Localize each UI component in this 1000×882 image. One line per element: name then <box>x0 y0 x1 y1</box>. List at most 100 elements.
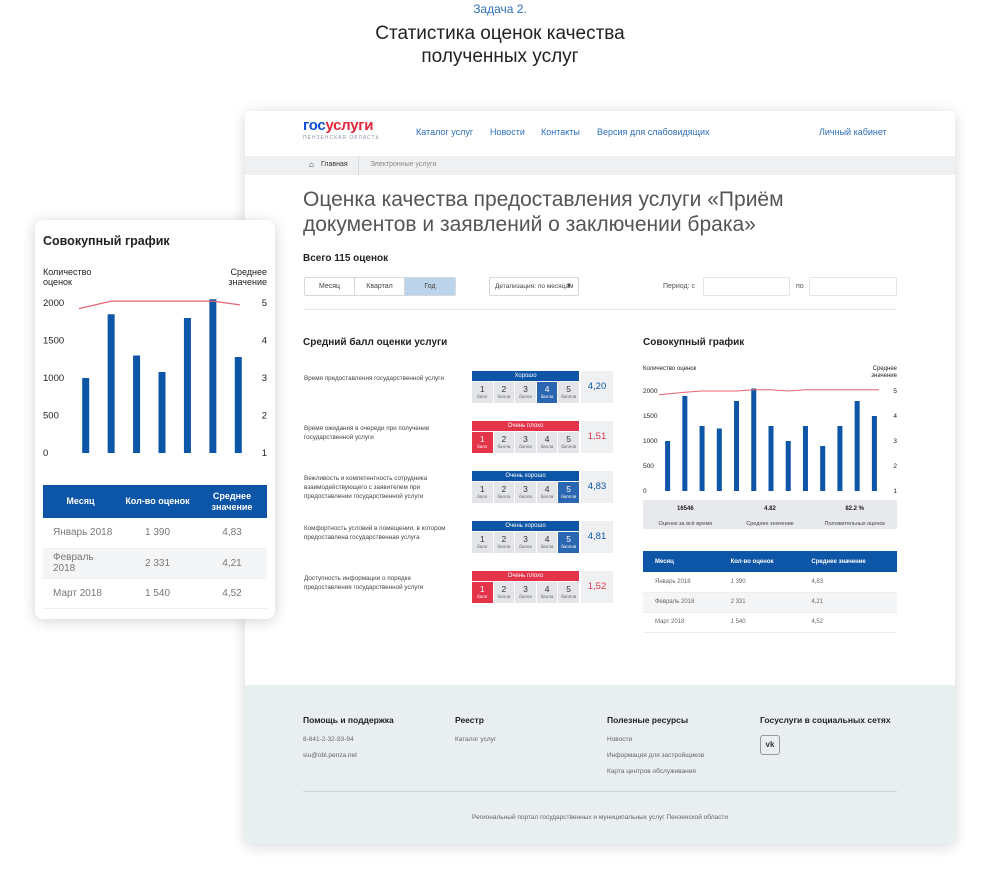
rating-cell[interactable]: 4 балла <box>536 382 558 403</box>
logo[interactable]: госуслуги <box>303 117 374 134</box>
rating-cell[interactable]: 4 балла <box>536 432 558 453</box>
y2-tick-label: 1 <box>262 448 267 459</box>
chart-bar <box>158 372 166 453</box>
table-cell: Январь 2018 <box>643 572 719 593</box>
rating-cell[interactable]: 2 балла <box>493 432 515 453</box>
tab-month[interactable]: Месяц <box>305 278 355 295</box>
rating-cell-number: 4 <box>544 584 550 594</box>
y2-tick-label: 4 <box>262 336 267 347</box>
table-cell: Февраль 2018 <box>43 548 118 579</box>
rating-cell[interactable]: 5 баллов <box>558 582 579 603</box>
table-row: Март 2018 1 540 4,52 <box>643 612 897 633</box>
tab-quarter[interactable]: Квартал <box>355 278 405 295</box>
rating-cell-word: баллов <box>561 394 577 399</box>
rating-verdict: Очень хорошо <box>472 471 579 481</box>
chart-right-label: Среднее значение <box>871 366 897 379</box>
nav-personal-cabinet[interactable]: Личный кабинет <box>819 127 887 137</box>
rating-cell-number: 5 <box>566 384 572 394</box>
rating-cell[interactable]: 3 балла <box>515 532 536 553</box>
rating-cell[interactable]: 2 балла <box>493 482 515 503</box>
monthly-table: Месяц Кол-во оценок Среднее значение Янв… <box>643 551 897 633</box>
chart-bar <box>716 428 722 491</box>
mobile-table-row: Март 2018 1 540 4,52 <box>43 578 267 609</box>
caret-down-icon: ▼ <box>566 283 572 289</box>
rating-cell[interactable]: 1 балл <box>472 482 493 503</box>
footer-centers-map-link[interactable]: Карта центров обслуживания <box>607 768 696 775</box>
y2-tick-label: 3 <box>262 373 267 384</box>
rating-cell[interactable]: 4 балла <box>536 482 558 503</box>
chart-bar <box>107 314 115 453</box>
table-cell: 4,52 <box>799 612 897 633</box>
period-to-input[interactable] <box>809 277 897 296</box>
rating-cell-number: 2 <box>501 584 507 594</box>
rating-cell-number: 4 <box>544 484 550 494</box>
rating-cell-word: балла <box>497 544 511 549</box>
footer-registry-title: Реестр <box>455 715 484 725</box>
rating-cell[interactable]: 1 балл <box>472 382 493 403</box>
footer-copyright: Региональный портал государственных и му… <box>472 814 728 821</box>
rating-cell[interactable]: 4 балла <box>536 532 558 553</box>
vk-icon[interactable]: vk <box>760 735 780 755</box>
rating-cell[interactable]: 4 балла <box>536 582 558 603</box>
footer-catalog-link[interactable]: Каталог услуг <box>455 736 497 743</box>
breadcrumb-divider <box>358 156 359 175</box>
rating-cell[interactable]: 2 балла <box>493 382 515 403</box>
table-cell: 1 390 <box>118 518 197 549</box>
rating-cell-number: 5 <box>566 434 572 444</box>
chart-bar <box>699 426 705 491</box>
rating-cell-word: балл <box>477 394 488 399</box>
rating-cell[interactable]: 1 балл <box>472 432 493 453</box>
nav-news[interactable]: Новости <box>490 127 525 137</box>
rating-cell[interactable]: 5 баллов <box>558 482 579 503</box>
footer-news-link[interactable]: Новости <box>607 736 633 743</box>
mobile-card: Совокупный график Количество оценок Сред… <box>35 220 275 619</box>
nav-catalog[interactable]: Каталог услуг <box>416 127 474 137</box>
rating-cell[interactable]: 2 балла <box>493 532 515 553</box>
period-from-input[interactable] <box>703 277 790 296</box>
chart-bar <box>209 299 217 453</box>
rating-cell[interactable]: 5 баллов <box>558 432 579 453</box>
nav-accessible-version[interactable]: Версия для слабовидящих <box>597 127 710 137</box>
tab-year[interactable]: Год <box>405 278 455 295</box>
rating-cell-number: 3 <box>523 484 528 494</box>
rating-scale: Очень хорошо 1 балл 2 балла 3 балла 4 балла 5 балл… <box>472 471 579 503</box>
rating-cell-word: балла <box>497 394 511 399</box>
breadcrumb-home[interactable]: Главная <box>321 161 348 168</box>
rating-cell-number: 3 <box>523 384 528 394</box>
chart-bar <box>785 441 791 491</box>
rating-cell-number: 4 <box>544 434 550 444</box>
period-to-label: по <box>796 283 804 290</box>
rating-cell-word: балл <box>477 444 488 449</box>
chart-average-line <box>78 300 241 310</box>
criterion-text: Вежливость и компетентность сотрудника в… <box>304 475 428 500</box>
chart-title: Совокупный график <box>643 337 745 348</box>
rating-verdict: Очень хорошо <box>472 521 579 531</box>
nav-contacts[interactable]: Контакты <box>541 127 580 137</box>
rating-cell[interactable]: 5 баллов <box>558 382 579 403</box>
y-tick-label: 0 <box>643 488 647 495</box>
footer-email[interactable]: siu@obl.penza.net <box>303 752 357 759</box>
rating-cell[interactable]: 3 балла <box>515 382 536 403</box>
rating-cell-word: балла <box>540 394 554 399</box>
rating-cell[interactable]: 3 балла <box>515 582 536 603</box>
rating-cell[interactable]: 3 балла <box>515 482 536 503</box>
table-cell: Январь 2018 <box>43 518 118 549</box>
table-header-month: Месяц <box>643 551 719 572</box>
rating-cell-word: балла <box>540 594 554 599</box>
chart-bar <box>751 388 757 491</box>
table-cell: Март 2018 <box>43 578 118 609</box>
y-tick-label: 500 <box>643 463 654 470</box>
rating-cell[interactable]: 5 баллов <box>558 532 579 553</box>
footer-builders-link[interactable]: Информация для застройщиков <box>607 752 705 759</box>
rating-cell[interactable]: 1 балл <box>472 582 493 603</box>
rating-cell[interactable]: 2 балла <box>493 582 515 603</box>
breadcrumb-current: Электронные услуги <box>370 161 437 168</box>
rating-cell[interactable]: 1 балл <box>472 532 493 553</box>
breadcrumb: ⌂ Главная Электронные услуги <box>245 156 955 175</box>
footer-phone[interactable]: 8-841-2-32-93-94 <box>303 736 354 743</box>
table-cell: 1 540 <box>718 612 800 633</box>
y-tick-label: 1500 <box>643 413 658 420</box>
rating-cell-word: балла <box>540 444 554 449</box>
rating-cell[interactable]: 3 балла <box>515 432 536 453</box>
detail-select[interactable]: Детализация: по месяцам ▼ <box>489 277 579 296</box>
